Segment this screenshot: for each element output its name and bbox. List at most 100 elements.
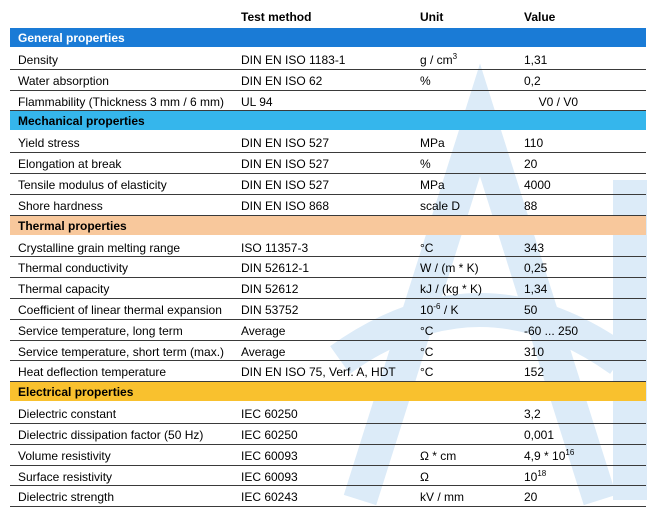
unit: MPa [420, 178, 445, 192]
property-name: Tensile modulus of elasticity [18, 177, 167, 192]
value: V0 / V0 [539, 95, 578, 109]
header-unit: Unit [420, 10, 444, 24]
property-name: Density [18, 53, 59, 67]
table-row: Yield stress DIN EN ISO 527 MPa 110 [10, 132, 646, 154]
value-text: 20 [524, 490, 538, 505]
unit: % [420, 157, 431, 171]
section-header-electrical: Electrical properties [10, 382, 646, 402]
section-header-thermal: Thermal properties [10, 215, 646, 235]
value-text: 4000 [524, 177, 551, 192]
table-header: Test method Unit Value [10, 0, 646, 28]
unit-base: % [420, 73, 431, 88]
unit-base: Ω * cm [420, 448, 457, 463]
value-text: 1,31 [524, 53, 548, 67]
unit: W / (m * K) [420, 261, 479, 275]
value-text: 343 [524, 240, 545, 255]
unit: °C [420, 241, 433, 255]
value: 110 [524, 136, 543, 150]
value-text: 152 [524, 365, 545, 380]
property-name: Coefficient of linear thermal expansion [18, 302, 222, 317]
value: -60 ... 250 [524, 324, 578, 338]
table-row: Flammability (Thickness 3 mm / 6 mm) UL 9… [10, 91, 646, 112]
property-name: Thermal capacity [18, 282, 110, 297]
value: 310 [524, 345, 544, 359]
unit-exponent: 3 [452, 52, 458, 61]
test-method: DIN 52612-1 [241, 261, 310, 276]
value: 1,31 [524, 53, 547, 67]
table-row: Dielectric strength IEC 60243 kV / mm 20 [10, 486, 646, 508]
value-exponent: 18 [537, 468, 547, 478]
property-name: Surface resistivity [18, 469, 113, 484]
test-method: DIN EN ISO 527 [241, 177, 330, 192]
test-method: IEC 60093 [241, 469, 298, 484]
unit-base: % [420, 157, 431, 172]
value-text: 88 [524, 198, 538, 213]
table-row: Water absorption DIN EN ISO 62% 0,2 [10, 70, 646, 91]
test-method: Average [241, 323, 286, 338]
test-method: DIN 53752 [241, 302, 299, 317]
test-method: DIN EN ISO 75, Verf. A, HDT [241, 365, 396, 380]
table-row: Dielectric constant IEC 60250 3,2 [10, 403, 646, 424]
table-row: Crystalline grain melting range ISO 11357… [10, 237, 646, 258]
unit-base: °C [420, 240, 434, 255]
value: 20 [524, 157, 537, 171]
property-name: Heat deflection temperature [18, 365, 167, 380]
value-exponent: 16 [565, 447, 575, 457]
value: 0,001 [524, 428, 554, 442]
value-text: 20 [524, 157, 538, 172]
value-text: 50 [524, 302, 538, 317]
value: 152 [524, 365, 544, 379]
test-method: ISO 11357-3 [241, 240, 309, 255]
unit-base: W / (m * K) [420, 261, 479, 276]
value: 1,34 [524, 282, 547, 296]
value: 1018 [524, 468, 547, 484]
value-text: -60 ... 250 [524, 323, 579, 338]
unit: °C [420, 345, 433, 359]
unit-base: MPa [420, 136, 445, 151]
header-value: Value [524, 10, 556, 24]
value: 88 [524, 199, 537, 213]
unit-base: °C [420, 365, 434, 380]
value-text: 0,25 [524, 261, 548, 276]
test-method: UL 94 [241, 94, 273, 109]
value: 20 [524, 490, 537, 504]
properties-table: Test method Unit Value General propertie… [10, 0, 646, 508]
property-name: Elongation at break [18, 157, 122, 172]
unit-base: MPa [420, 177, 445, 192]
property-name: Shore hardness [18, 198, 103, 213]
table-row: Shore hardness DIN EN ISO 868 scale D 88 [10, 195, 646, 216]
value: 3,2 [524, 407, 541, 421]
table-row: Thermal conductivity DIN 52612-1 W / (m * … [10, 257, 646, 279]
property-name: Yield stress [18, 136, 80, 151]
unit-base: kJ / (kg * K) [420, 282, 483, 297]
property-name: Flammability (Thickness 3 mm / 6 mm) [18, 94, 225, 109]
value: 0,25 [524, 261, 547, 275]
value-text: 1,34 [524, 282, 548, 297]
unit: °C [420, 324, 433, 338]
unit: % [420, 74, 431, 88]
unit: °C [420, 365, 433, 379]
table-row: Elongation at break DIN EN ISO 527% 20 [10, 153, 646, 174]
table-row: Heat deflection temperature DIN EN ISO 75… [10, 361, 646, 383]
table-row: Coefficient of linear thermal expansion D… [10, 299, 646, 320]
table-row: Thermal capacity DIN 52612 kJ / (kg * K) 1,… [10, 278, 646, 299]
value-text: 0,001 [524, 427, 555, 442]
table-row: Density DIN EN ISO 1183-1 g / cm3 1,31 [10, 49, 646, 70]
test-method: DIN EN ISO 62 [241, 73, 323, 88]
section-header-mechanical: Mechanical properties [10, 111, 646, 131]
table-row: Service temperature, long term Average °C -… [10, 320, 646, 341]
header-test-method: Test method [241, 10, 312, 24]
value: 4000 [524, 178, 551, 192]
test-method: DIN 52612 [241, 282, 299, 297]
property-name: Volume resistivity [18, 448, 111, 463]
property-name: Service temperature, short term (max.) [18, 344, 225, 359]
value: 50 [524, 303, 537, 317]
unit: g / cm3 [420, 52, 458, 68]
table-row: Dielectric dissipation factor (50 Hz) IEC… [10, 424, 646, 445]
value-text: 4,9 * 10 [524, 448, 566, 463]
test-method: IEC 60093 [241, 448, 298, 463]
unit-base: scale D [420, 198, 461, 213]
value-text: 10 [524, 469, 538, 484]
value: 343 [524, 241, 544, 255]
property-name: Thermal conductivity [18, 261, 129, 276]
